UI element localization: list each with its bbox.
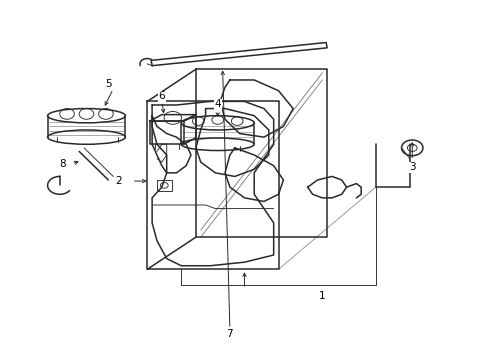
Text: 7: 7 (226, 329, 233, 339)
Text: 4: 4 (214, 99, 221, 109)
Text: 6: 6 (158, 91, 165, 101)
Text: 8: 8 (59, 159, 65, 169)
Text: 1: 1 (318, 291, 325, 301)
Text: 5: 5 (105, 78, 111, 89)
Text: 2: 2 (115, 176, 121, 186)
Text: 3: 3 (408, 162, 415, 172)
